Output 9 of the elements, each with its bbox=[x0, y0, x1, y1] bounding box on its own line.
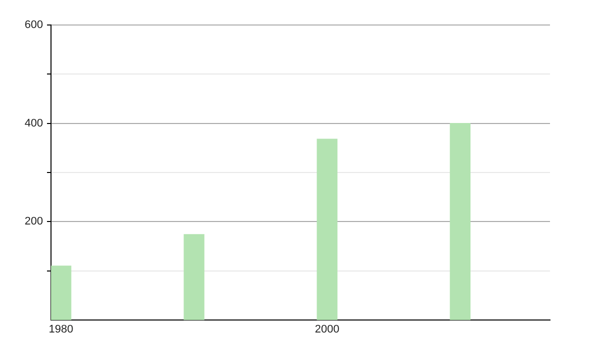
y-tick-label: 400 bbox=[24, 117, 43, 130]
y-tick-label: 200 bbox=[24, 216, 43, 228]
bar bbox=[184, 234, 204, 320]
bar bbox=[316, 138, 338, 320]
bar bbox=[450, 123, 471, 320]
x-tick-label: 1980 bbox=[48, 324, 74, 336]
x-tick-label: 2000 bbox=[314, 324, 340, 336]
bar bbox=[51, 266, 72, 320]
y-tick-label: 600 bbox=[24, 19, 43, 32]
